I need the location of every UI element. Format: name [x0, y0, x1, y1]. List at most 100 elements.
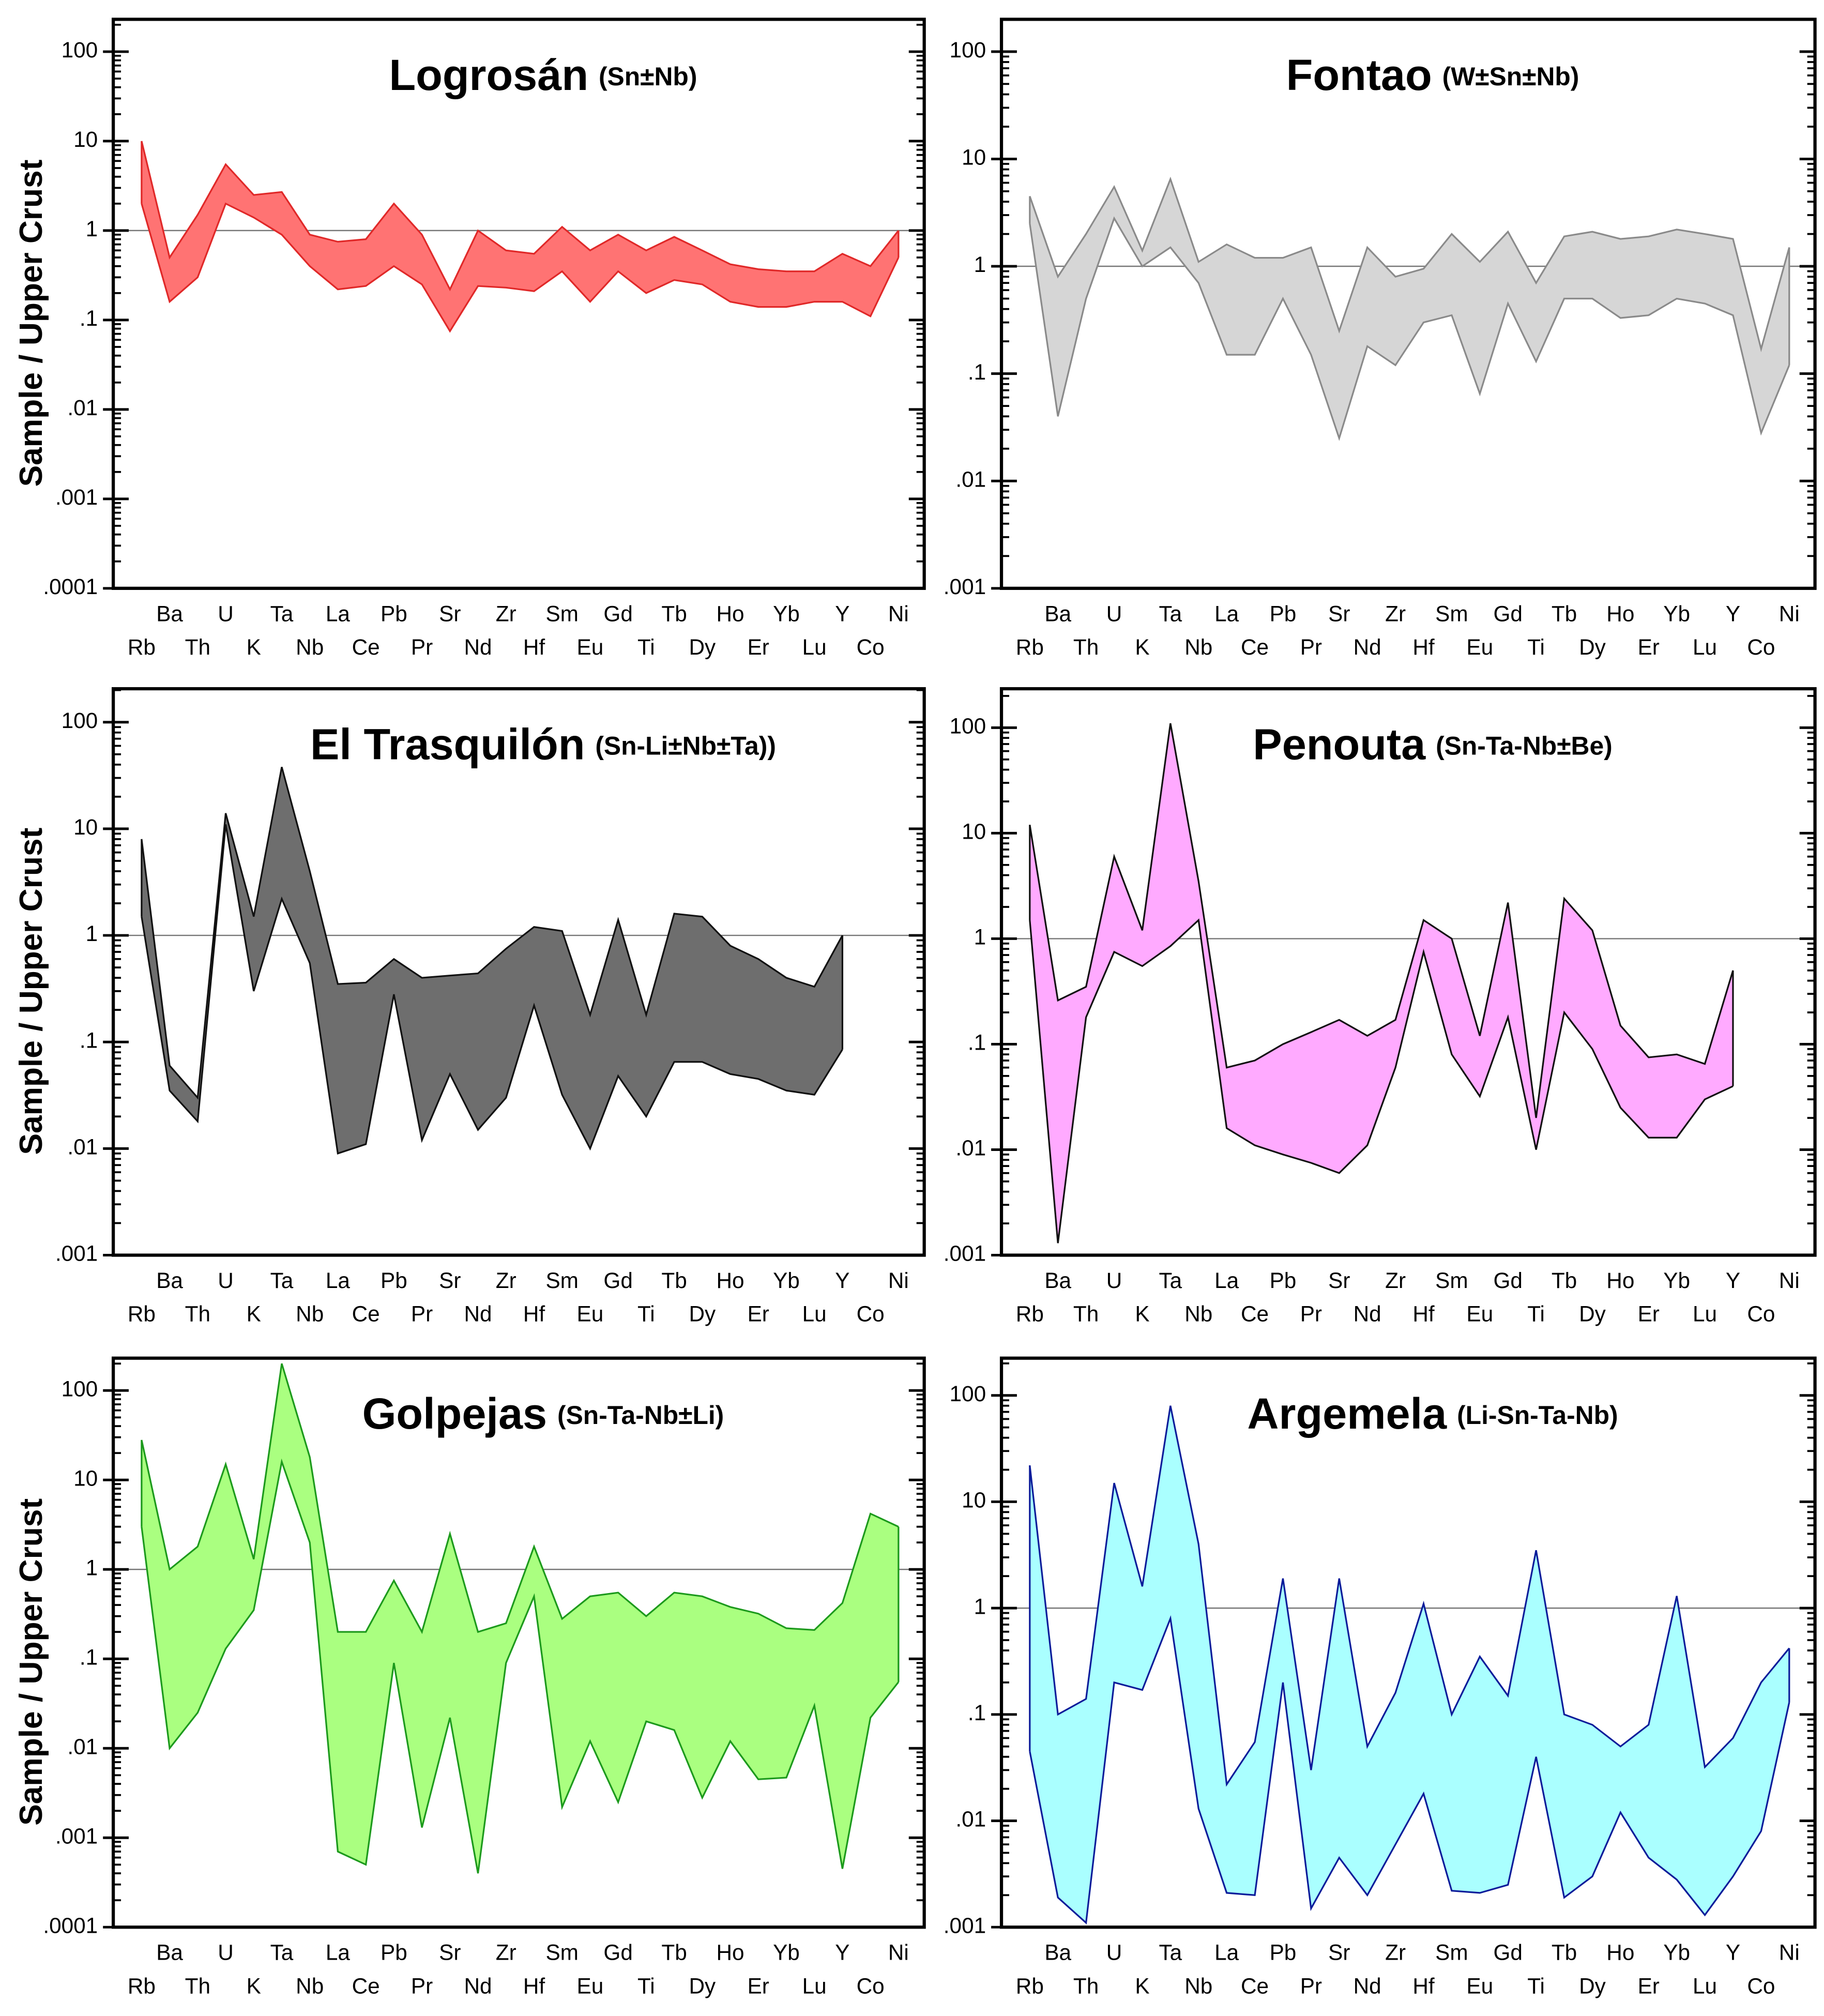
x-tick-label: Ti: [637, 1302, 655, 1326]
x-tick-label: Zr: [1385, 1268, 1406, 1293]
upper-line: [141, 766, 843, 1100]
x-tick-label: U: [218, 601, 234, 626]
x-tick-label: Er: [748, 1974, 769, 1998]
title-main: Argemela: [1247, 1389, 1447, 1438]
chart-title: Fontao (W±Sn±Nb): [1286, 50, 1579, 99]
x-tick-label: Dy: [1579, 635, 1606, 659]
upper-line: [141, 1363, 899, 1634]
x-tick-label: K: [247, 1974, 261, 1998]
x-tick-label: Er: [1638, 1302, 1660, 1326]
x-tick-label: Tb: [661, 1268, 687, 1293]
x-tick-label: Nd: [1354, 1974, 1381, 1998]
plot-frame: [999, 18, 1817, 590]
x-tick-label: Ba: [1044, 1268, 1071, 1293]
x-tick-label: Ni: [888, 1268, 909, 1293]
x-tick-label: Zr: [496, 601, 516, 626]
x-tick-label: Sm: [545, 601, 578, 626]
x-tick-label: Ho: [1606, 1268, 1634, 1293]
x-tick-label: Rb: [1016, 1302, 1044, 1326]
y-tick-label: .0001: [43, 1913, 98, 1937]
x-tick-label: Pr: [411, 1302, 433, 1326]
x-tick-label: Pr: [1300, 1302, 1322, 1326]
y-tick-label: .01: [955, 467, 986, 491]
x-tick-label: Ta: [270, 1941, 294, 1965]
x-tick-label: Pr: [411, 1974, 433, 1998]
x-tick-label: Ni: [1779, 1268, 1800, 1293]
y-tick-label: 1: [974, 1594, 986, 1618]
x-tick-label: Ce: [352, 635, 380, 659]
envelope-area: [1029, 179, 1789, 438]
x-tick-label: Ta: [270, 1268, 294, 1293]
x-tick-label: Yb: [773, 1268, 800, 1293]
envelope-area: [1029, 723, 1733, 1244]
upper-line: [141, 141, 900, 292]
x-tick-label: Pr: [1300, 635, 1322, 659]
lower-line: [141, 824, 843, 1155]
x-tick-label: Ho: [716, 1268, 744, 1293]
y-axis-label: Sample / Upper Crust: [13, 1498, 49, 1826]
envelope-area: [1029, 1405, 1789, 1923]
x-tick-label: Ho: [716, 1941, 744, 1965]
x-tick-label: Tb: [1552, 1941, 1577, 1965]
y-tick-label: .1: [968, 1701, 986, 1725]
x-tick-label: Ni: [1779, 601, 1800, 626]
x-tick-label: Sm: [545, 1268, 578, 1293]
x-tick-label: Gd: [603, 1941, 632, 1965]
x-tick-label: Er: [748, 1302, 769, 1326]
x-tick-label: Eu: [1466, 1302, 1493, 1326]
x-tick-label: Gd: [603, 601, 632, 626]
title-sub: (Sn-Li±Nb±Ta)): [595, 732, 776, 761]
x-tick-label: Ho: [716, 601, 744, 626]
y-tick-label: 10: [73, 127, 98, 151]
x-tick-label: La: [1214, 1268, 1239, 1293]
x-tick-label: Ni: [888, 601, 909, 626]
y-tick-label: .001: [55, 1241, 98, 1266]
x-tick-label: Ti: [1527, 1302, 1545, 1326]
x-tick-label: U: [218, 1268, 234, 1293]
y-tick-label: .01: [67, 396, 98, 420]
y-tick-label: .1: [80, 306, 98, 330]
x-tick-label: Pb: [1270, 601, 1297, 626]
x-tick-label: Pr: [1300, 1974, 1322, 1998]
y-tick-label: 100: [62, 38, 98, 62]
x-tick-label: U: [1106, 1941, 1122, 1965]
x-tick-label: Rb: [128, 1974, 156, 1998]
x-tick-label: Dy: [1579, 1302, 1606, 1326]
x-tick-label: La: [326, 601, 351, 626]
x-tick-label: Hf: [1412, 1974, 1435, 1998]
x-tick-label: Ti: [1527, 1974, 1545, 1998]
envelope-area: [141, 767, 843, 1154]
x-tick-label: Th: [185, 1302, 210, 1326]
x-tick-label: Sm: [1435, 1941, 1468, 1965]
x-tick-label: Ba: [1044, 601, 1071, 626]
x-tick-label: K: [1135, 635, 1149, 659]
y-tick-label: 10: [962, 1488, 986, 1512]
x-tick-label: Nb: [1184, 1974, 1212, 1998]
y-axis-label: Sample / Upper Crust: [13, 828, 49, 1155]
lower-line: [1029, 216, 1790, 441]
x-tick-label: Ba: [156, 1941, 183, 1965]
upper-line: [1029, 176, 1790, 353]
x-tick-label: Tb: [661, 1941, 687, 1965]
envelope-area: [141, 141, 899, 331]
x-tick-label: Sm: [1435, 1268, 1468, 1293]
x-tick-label: Y: [1726, 1941, 1740, 1965]
plot-frame: [111, 18, 926, 590]
x-tick-label: U: [1106, 1268, 1122, 1293]
x-tick-label: Ce: [352, 1302, 380, 1326]
title-main: Penouta: [1253, 720, 1426, 769]
x-tick-label: Pb: [381, 601, 407, 626]
y-tick-label: 1: [974, 252, 986, 277]
x-tick-label: Y: [835, 1268, 849, 1293]
x-tick-label: Gd: [1493, 1268, 1522, 1293]
x-tick-label: Yb: [1663, 601, 1690, 626]
x-tick-label: Pb: [1270, 1941, 1297, 1965]
x-tick-label: Rb: [128, 1302, 156, 1326]
x-tick-label: K: [247, 635, 261, 659]
x-tick-label: Y: [1726, 1268, 1740, 1293]
y-tick-label: .01: [67, 1734, 98, 1759]
title-sub: (Li-Sn-Ta-Nb): [1457, 1401, 1618, 1430]
